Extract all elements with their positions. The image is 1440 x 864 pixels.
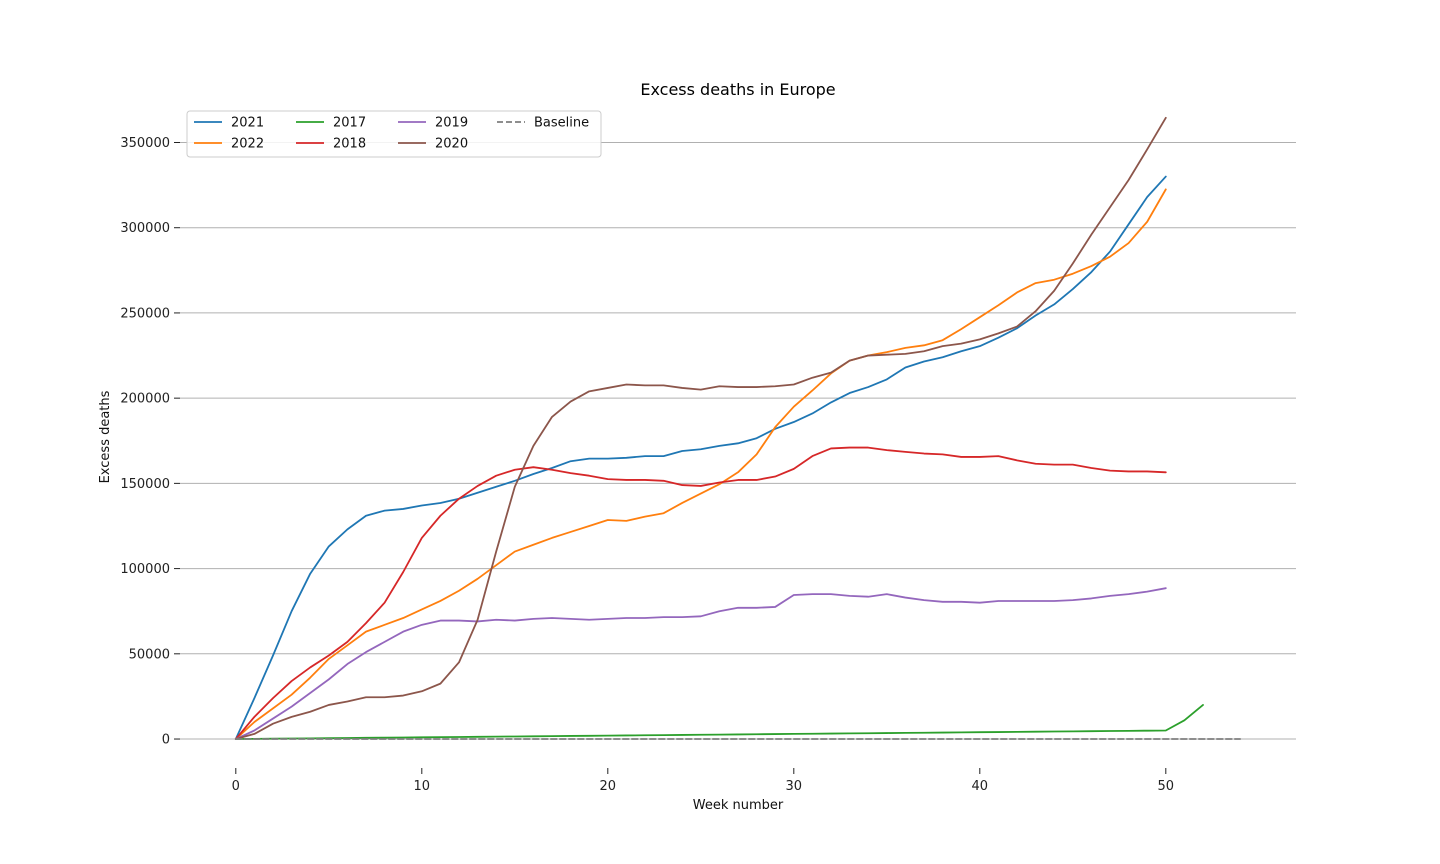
y-axis-label: Excess deaths [98,390,113,483]
series-lines [234,116,1242,740]
x-tick-label: 20 [600,779,617,794]
x-tick-label: 0 [232,779,240,794]
x-tick-label: 10 [414,779,431,794]
y-tick-label: 200000 [120,392,170,407]
series-line-2022 [234,188,1167,740]
x-tick-label: 40 [972,779,989,794]
series-line-2017 [234,704,1204,740]
legend-label: 2022 [231,137,264,152]
y-tick-label: 300000 [120,221,170,236]
y-tick-label: 100000 [120,562,170,577]
legend-label: 2021 [231,116,264,131]
series-line-2018 [234,446,1167,740]
gridlines [180,141,1296,740]
series-line-2020 [234,116,1167,740]
y-tick-label: 250000 [120,306,170,321]
x-axis-label: Week number [693,798,784,813]
legend-label: Baseline [534,116,589,131]
series-line-2019 [234,587,1167,740]
legend-label: 2020 [435,137,468,152]
x-axis: 0 10 20 30 40 50 [232,768,1174,794]
y-tick-label: 150000 [120,477,170,492]
series-line-2021 [234,175,1167,740]
x-tick-label: 50 [1158,779,1175,794]
legend-label: 2018 [333,137,366,152]
legend: 2021 2022 2017 2018 2019 2020 Baseline [186,110,602,158]
y-tick-label: 350000 [120,136,170,151]
legend-label: 2019 [435,116,468,131]
x-tick-label: 30 [786,779,803,794]
chart-title: Excess deaths in Europe [640,80,835,99]
y-tick-label: 50000 [129,647,170,662]
y-tick-label: 0 [162,733,170,748]
y-axis: 0 50000 100000 150000 200000 250000 300000 3500… [120,136,180,748]
legend-label: 2017 [333,116,366,131]
